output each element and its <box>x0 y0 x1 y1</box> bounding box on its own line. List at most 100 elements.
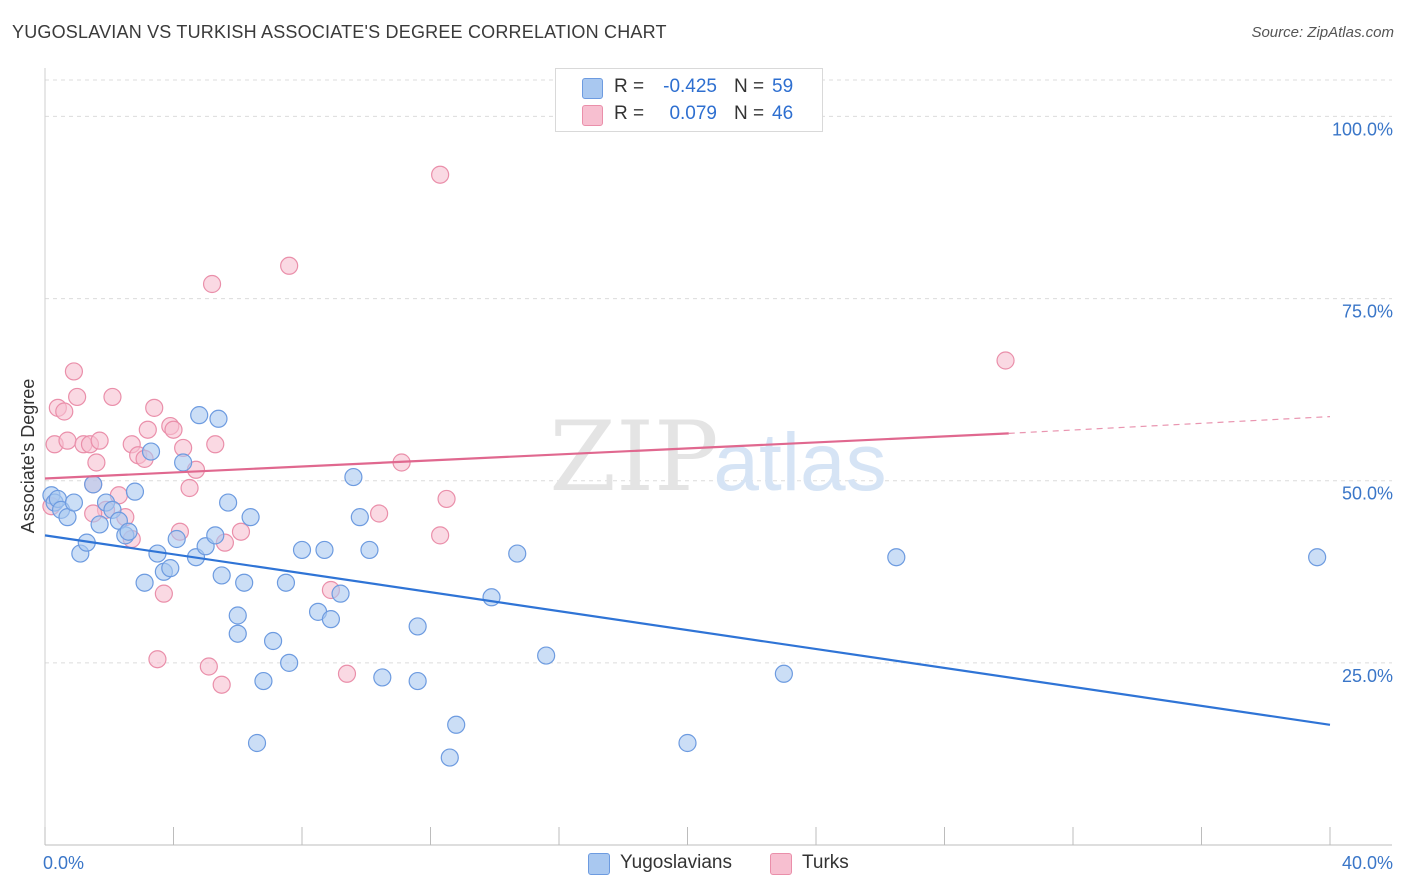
yugoslavian-point <box>887 548 906 567</box>
yugoslavian-point <box>206 526 225 545</box>
yugoslavian-point <box>482 588 501 607</box>
yugoslavian-point <box>408 671 427 691</box>
yugoslavian-point <box>292 540 312 560</box>
yugoslavian-point <box>373 668 392 687</box>
yugoslavian-point <box>167 529 186 549</box>
axes <box>44 68 1392 846</box>
yugoslavian-point <box>161 559 180 578</box>
watermark-atlas: atlas <box>713 417 886 508</box>
yugoslavian-point <box>254 671 273 691</box>
yugoslavian-point <box>360 540 379 560</box>
yugoslavian-point <box>440 748 459 767</box>
yugoslavian-point <box>280 653 299 672</box>
yugoslavian-point <box>508 544 527 563</box>
legend-swatch-blue <box>588 853 610 875</box>
y-tick-label: 25.0% <box>1342 666 1393 686</box>
turkish-point <box>103 387 122 407</box>
x-tick-label: 0.0% <box>43 853 84 873</box>
trendline-turks <box>44 432 1009 480</box>
yugoslavian-point <box>408 617 427 636</box>
yugoslavian-point <box>135 573 154 592</box>
yugoslavian-point <box>219 493 238 512</box>
turkish-point <box>55 402 74 421</box>
trendlines <box>44 416 1331 726</box>
legend-label: Turks <box>802 852 849 873</box>
y-axis-label: Associate's Degree <box>18 379 38 534</box>
turkish-point <box>68 387 87 407</box>
turkish-point <box>206 435 225 454</box>
r-label: R = <box>614 76 645 97</box>
watermark-zip: ZIP <box>549 401 718 513</box>
yugoslavian-point <box>447 715 466 734</box>
turkish-point <box>370 504 389 523</box>
turkish-point <box>199 657 218 676</box>
yugoslavian-point <box>537 646 556 665</box>
legend-swatch-pink <box>582 105 603 126</box>
source-label: Source: ZipAtlas.com <box>1251 24 1394 41</box>
yugoslavian-point <box>1308 548 1327 567</box>
yugoslavian-point <box>241 508 260 527</box>
yugoslavian-point <box>235 573 254 592</box>
y-tick-label: 50.0% <box>1342 484 1393 504</box>
x-tick-labels: 0.0% 40.0% <box>43 853 1393 873</box>
turkish-point <box>231 522 251 541</box>
turkish-point <box>164 420 183 439</box>
turkish-point <box>64 362 84 381</box>
turkish-point <box>90 431 109 450</box>
turks-points <box>42 165 1015 694</box>
chart-title: YUGOSLAVIAN VS TURKISH ASSOCIATE'S DEGRE… <box>12 22 667 42</box>
turkish-point <box>337 664 357 683</box>
yugoslavian-point <box>228 606 247 625</box>
turkish-point <box>148 650 167 669</box>
n-value: 59 <box>772 76 794 97</box>
turkish-point <box>202 274 222 294</box>
yugoslavian-point <box>276 573 296 592</box>
yugoslavian-point <box>209 409 228 428</box>
yugoslavian-point <box>84 475 103 494</box>
yugoslavian-point <box>350 508 369 527</box>
turkish-point <box>212 675 231 694</box>
turkish-point <box>180 478 199 498</box>
yugoslavian-point <box>141 442 161 461</box>
yugoslavian-point <box>774 664 793 683</box>
legend-label: Yugoslavians <box>620 852 732 873</box>
trendline-turks-extension <box>1008 416 1331 434</box>
legend-swatch-pink <box>770 853 792 875</box>
turkish-point <box>437 489 456 509</box>
yugoslavian-point <box>64 493 84 512</box>
yugoslavian-point <box>90 515 109 534</box>
yugoslavian-point <box>174 453 193 472</box>
r-value: 0.079 <box>669 103 717 124</box>
yugoslavian-point <box>247 733 267 753</box>
turkish-point <box>87 453 106 472</box>
r-label: R = <box>614 103 645 124</box>
yugoslavian-point <box>315 540 334 560</box>
x-tick-label: 40.0% <box>1342 853 1393 873</box>
y-tick-labels: 25.0% 50.0% 75.0% 100.0% <box>1332 119 1393 685</box>
r-value: -0.425 <box>663 76 717 97</box>
yugoslavian-point <box>331 584 350 603</box>
yugoslavian-point <box>125 482 145 501</box>
turkish-point <box>154 584 173 603</box>
turkish-point <box>138 420 157 439</box>
correlation-legend: R = -0.425 N = 59 R = 0.079 N = 46 <box>555 68 823 132</box>
yugoslavians-points <box>42 406 1327 767</box>
yugoslavian-point <box>212 566 231 585</box>
y-tick-label: 100.0% <box>1332 119 1393 139</box>
y-tick-label: 75.0% <box>1342 302 1393 322</box>
turkish-point <box>996 351 1015 370</box>
yugoslavian-point <box>119 522 138 541</box>
yugoslavian-point <box>228 624 247 643</box>
yugoslavian-point <box>190 406 209 425</box>
n-value: 46 <box>772 103 794 124</box>
turkish-point <box>431 165 450 184</box>
yugoslavian-point <box>344 467 363 487</box>
trendline-yugoslavians <box>44 534 1331 726</box>
n-label: N = <box>734 103 765 124</box>
yugoslavian-point <box>321 610 341 629</box>
turkish-point <box>431 526 450 545</box>
watermark: ZIP atlas <box>549 401 886 513</box>
turkish-point <box>145 398 164 417</box>
turkish-point <box>280 256 299 275</box>
